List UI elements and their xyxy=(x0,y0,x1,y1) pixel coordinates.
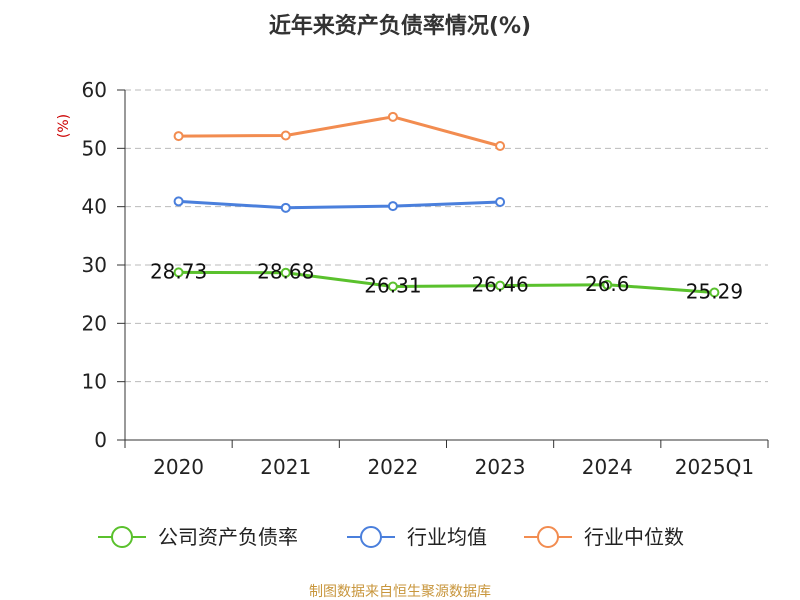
series-line xyxy=(178,270,715,294)
data-point xyxy=(280,202,291,213)
legend: 公司资产负债率 行业均值 行业中位数 xyxy=(98,525,684,549)
legend-swatch-marker xyxy=(111,526,133,548)
data-label: 28.68 xyxy=(257,260,314,284)
legend-label: 公司资产负债率 xyxy=(158,525,298,549)
data-point xyxy=(602,279,613,290)
data-point xyxy=(495,141,506,151)
data-label: 26.31 xyxy=(364,274,421,298)
y-tick-label: 10 xyxy=(82,370,107,394)
grid-lines xyxy=(125,89,768,383)
series-line xyxy=(178,199,501,210)
source-note: 制图数据来自恒生聚源数据库 xyxy=(309,584,491,600)
legend-swatch-marker xyxy=(537,526,559,548)
y-tick-label: 30 xyxy=(82,253,107,277)
y-tick-label: 50 xyxy=(82,136,107,160)
y-axis-label: (%) xyxy=(56,114,72,138)
legend-label: 行业中位数 xyxy=(584,525,684,549)
data-label: 25.29 xyxy=(686,279,743,303)
x-tick-label: 2020 xyxy=(153,455,204,479)
data-point xyxy=(280,267,291,278)
data-point xyxy=(280,130,291,141)
data-point xyxy=(173,267,184,278)
axes: 0 10 20 30 40 50 60 2020 2021 2022 2023 2024 2025Q1 xyxy=(82,78,769,479)
y-tick-label: 20 xyxy=(82,311,107,335)
y-tick-label: 40 xyxy=(82,195,107,219)
data-label: 26.46 xyxy=(471,273,528,297)
series-line xyxy=(178,115,501,148)
data-point xyxy=(173,131,184,142)
series-layer xyxy=(173,111,720,298)
data-label: 28.73 xyxy=(150,259,207,283)
y-tick-label: 0 xyxy=(94,428,107,452)
x-tick-label: 2021 xyxy=(260,455,311,479)
data-point xyxy=(387,201,398,212)
x-tick-label: 2025Q1 xyxy=(675,455,754,479)
data-point xyxy=(709,287,720,298)
data-point xyxy=(173,196,184,207)
data-label: 26.6 xyxy=(585,272,630,296)
data-point xyxy=(495,197,506,207)
legend-swatch-marker xyxy=(360,526,382,548)
x-tick-label: 2022 xyxy=(367,455,418,479)
data-point xyxy=(495,280,506,291)
x-tick-label: 2023 xyxy=(475,455,526,479)
y-tick-label: 60 xyxy=(82,78,107,102)
legend-label: 行业均值 xyxy=(407,525,487,549)
data-labels: 28.73 28.68 26.31 26.46 26.6 25.29 xyxy=(150,259,743,303)
chart-title: 近年来资产负债率情况(%) xyxy=(269,13,531,39)
data-point xyxy=(387,111,398,122)
data-point xyxy=(387,281,398,292)
x-tick-label: 2024 xyxy=(582,455,633,479)
